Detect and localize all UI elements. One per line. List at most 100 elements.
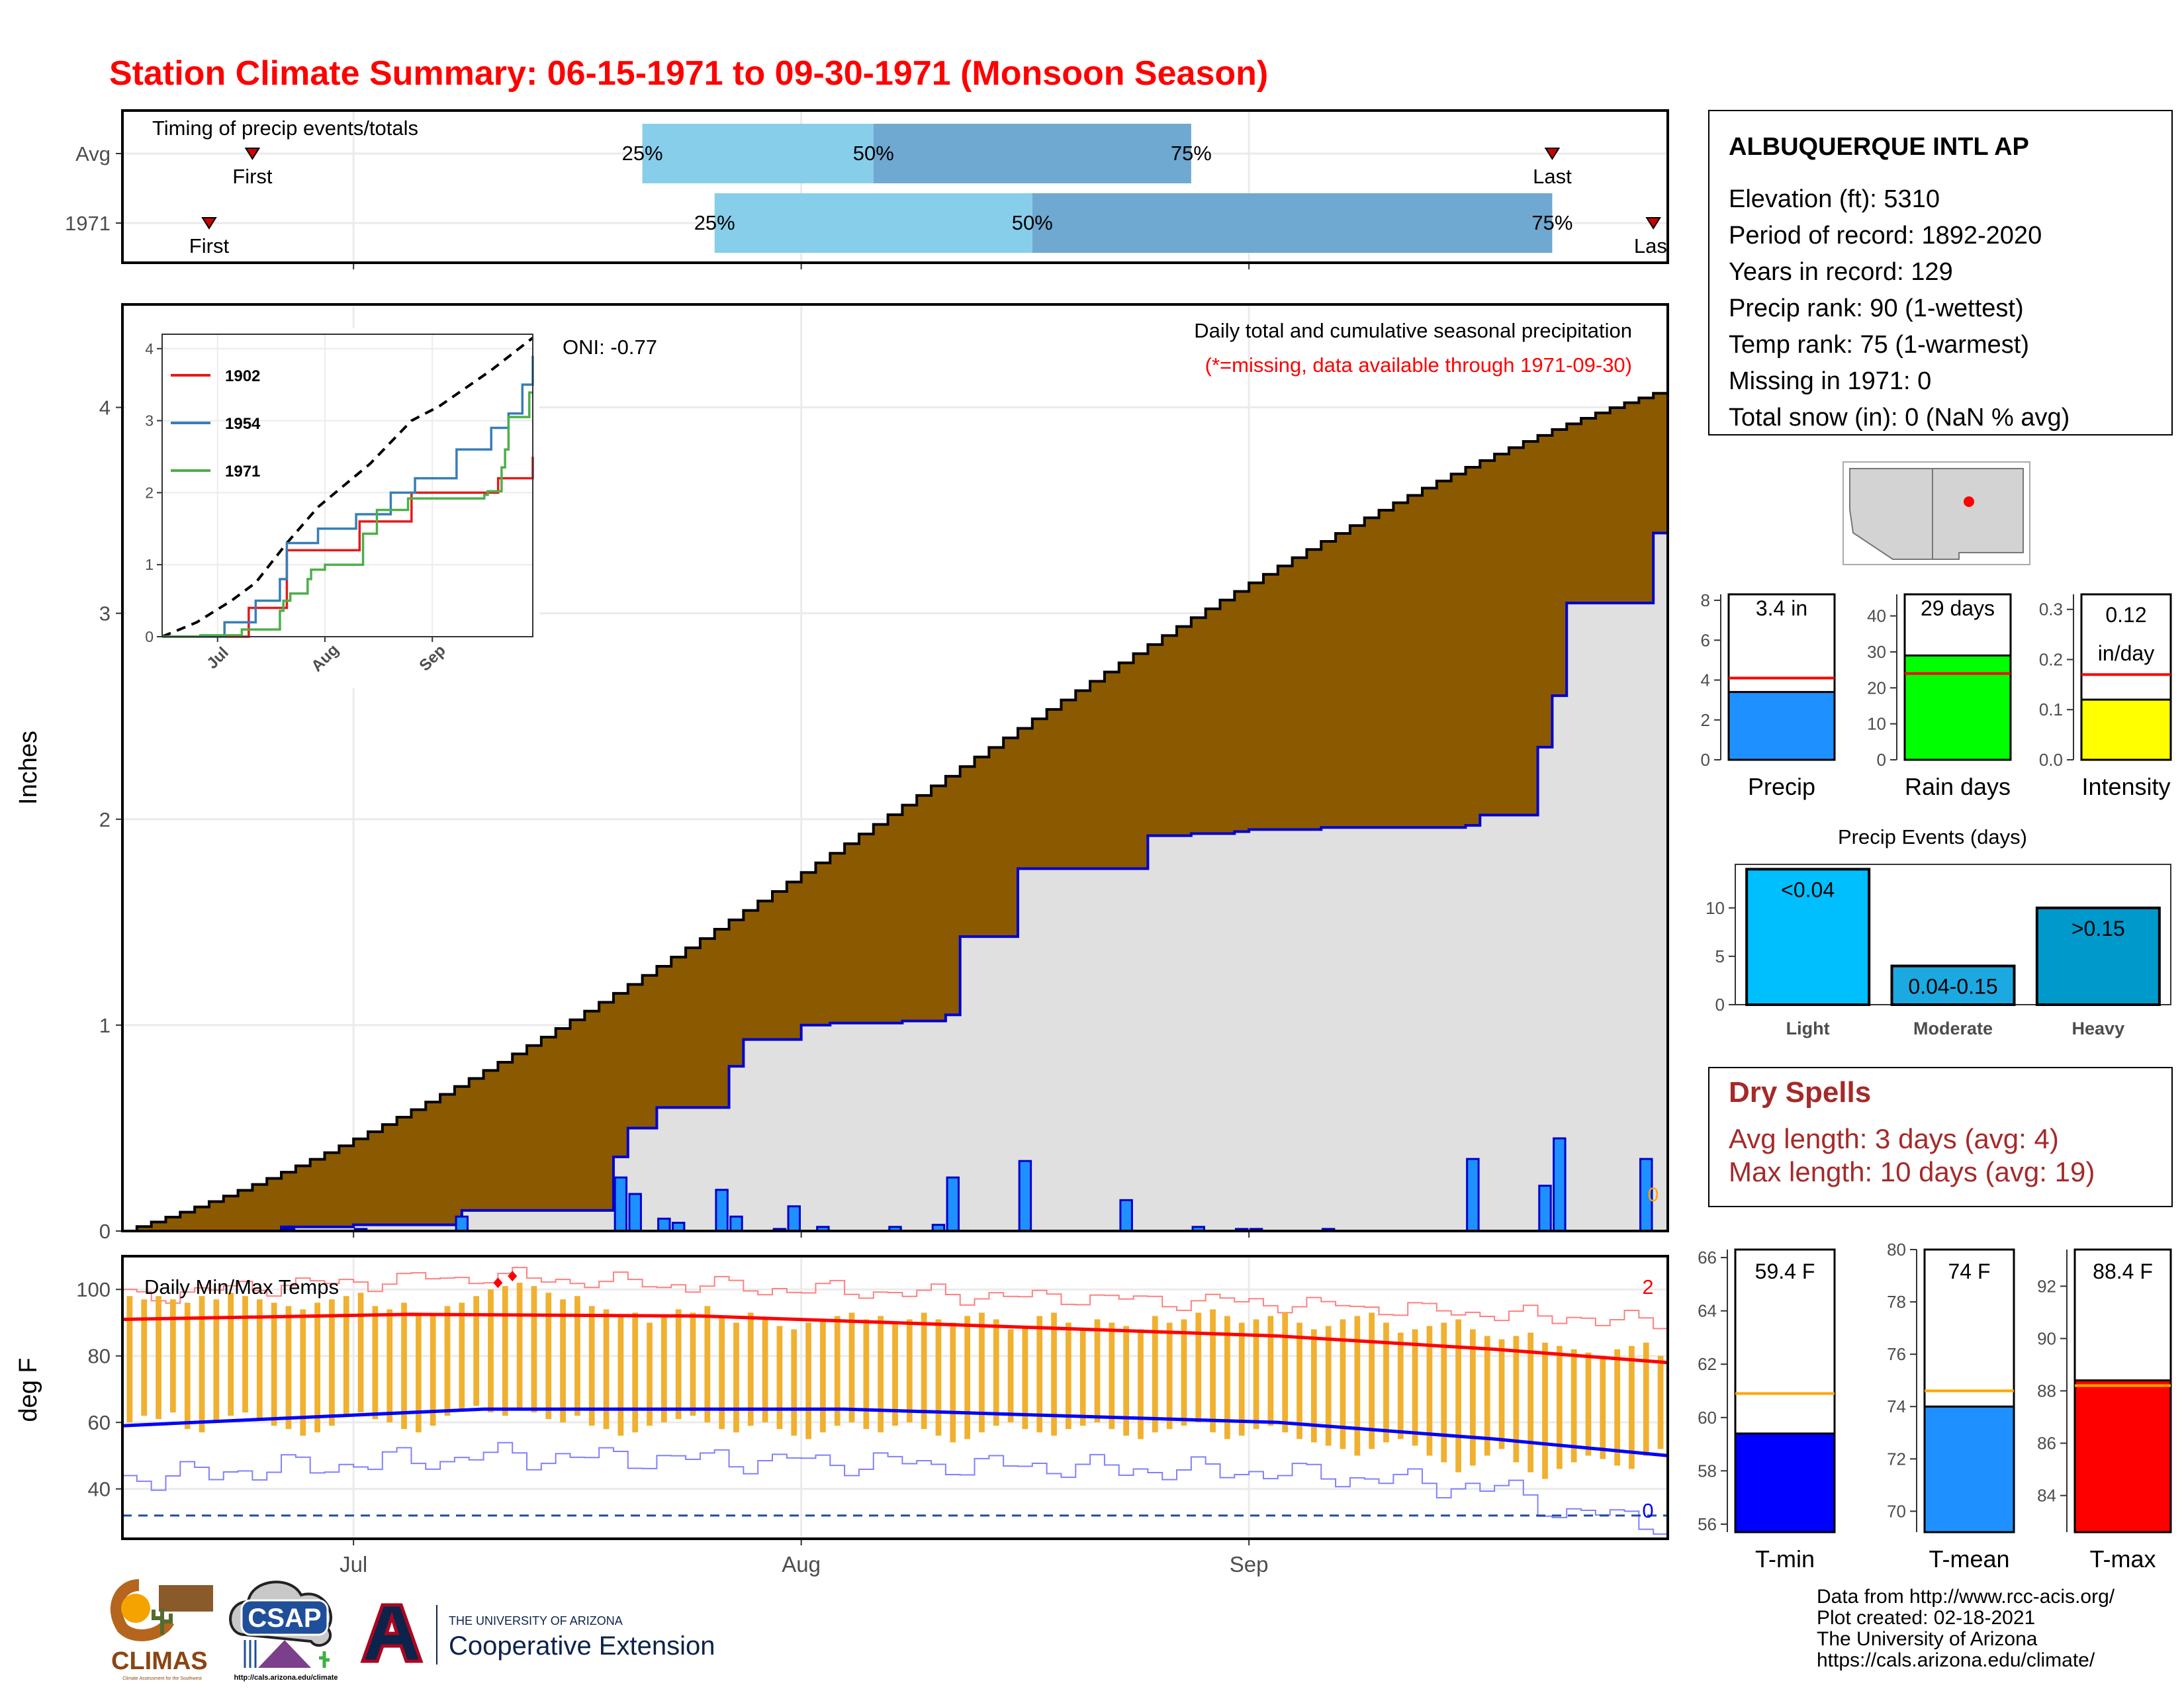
cumulative-observed-line xyxy=(122,531,1668,1232)
mini-category-label: Precip xyxy=(1748,773,1815,800)
mini-y-tick-label: 0.2 xyxy=(2039,649,2063,669)
daily-temp-range-bar xyxy=(1181,1319,1187,1426)
daily-temp-range-bar xyxy=(834,1316,841,1426)
precip-event-category-heavy: Heavy xyxy=(2072,1019,2125,1038)
precip-y-tick-label: 4 xyxy=(99,396,111,420)
timing-title: Timing of precip events/totals xyxy=(152,116,418,140)
precip-event-bar-heavy xyxy=(2035,906,2161,1006)
daily-temp-range-bar xyxy=(1484,1336,1490,1456)
daily-temp-range-bar xyxy=(1123,1326,1130,1436)
inset-y-tick-label: 2 xyxy=(145,484,154,501)
daily-temp-range-bar xyxy=(357,1293,364,1413)
mini-y-tick-label: 60 xyxy=(1698,1408,1717,1428)
daily-temp-range-bar xyxy=(660,1316,667,1423)
footer-university: The University of Arizona xyxy=(1817,1628,2038,1650)
temp-y-tick-label: 40 xyxy=(88,1478,111,1501)
temp-summary-charts: 56 58 60 62 64 66 59.4 F T-min 70 72 74 76 78 80 74 F T… xyxy=(1698,1240,2172,1573)
daily-temp-range-bar xyxy=(184,1303,191,1430)
ua-cooperative-extension-logo: THE UNIVERSITY OF ARIZONA Cooperative Ex… xyxy=(360,1603,715,1665)
precip-y-tick-label: 0 xyxy=(99,1220,111,1243)
ua-logo-top-text: THE UNIVERSITY OF ARIZONA xyxy=(449,1614,623,1627)
mini-value-label: 0.12 xyxy=(2105,603,2146,627)
new-mexico-shape xyxy=(1932,468,2024,560)
daily-temp-range-bar xyxy=(574,1296,580,1416)
station-name: ALBUQUERQUE INTL AP xyxy=(1729,133,2029,161)
precip-events-y-tick-label: 5 xyxy=(1715,946,1725,966)
mini-y-tick-label: 8 xyxy=(1701,590,1710,610)
station-snow: Total snow (in): 0 (NaN % avg) xyxy=(1729,404,2070,432)
daily-temp-range-bar xyxy=(343,1296,349,1416)
daily-precip-bar xyxy=(628,1193,642,1232)
csap-mountain-icon xyxy=(258,1640,311,1668)
footer-data-source: Data from http://www.rcc-acis.org/ xyxy=(1817,1586,2115,1608)
csap-rain-icon xyxy=(244,1640,257,1668)
mini-y-tick-label: 10 xyxy=(1867,714,1886,734)
precip-event-bar-label-light: <0.04 xyxy=(1781,878,1835,901)
daily-temp-range-bar xyxy=(1369,1312,1375,1449)
mini-value-label: 74 F xyxy=(1948,1259,1990,1283)
inset-average-line xyxy=(161,336,534,638)
daily-temp-range-bar xyxy=(1585,1352,1592,1456)
ua-logo-bottom-text: Cooperative Extension xyxy=(449,1631,715,1661)
footer-plot-created: Plot created: 02-18-2021 xyxy=(1817,1607,2035,1629)
record-min-line xyxy=(122,1441,1668,1535)
mini-y-tick-label: 74 xyxy=(1887,1396,1906,1416)
dry-spells-frame xyxy=(1708,1067,2173,1207)
mini-y-tick-label: 56 xyxy=(1698,1514,1717,1534)
station-years: Years in record: 129 xyxy=(1729,258,1953,286)
inset-y-tick-label: 1 xyxy=(145,556,154,573)
timing-row-label: Avg xyxy=(75,142,111,165)
temp-y-tick-label: 60 xyxy=(88,1411,111,1434)
daily-temp-range-bar xyxy=(459,1303,465,1410)
timing-first-label: First xyxy=(189,234,230,257)
mini-y-tick-label: 0 xyxy=(1877,750,1886,770)
mini-category-label: T-min xyxy=(1755,1545,1815,1573)
daily-temp-range-bar xyxy=(878,1316,884,1433)
daily-temp-range-bar xyxy=(690,1312,696,1416)
daily-temp-range-bar xyxy=(430,1316,436,1426)
precip-event-bar-moderate xyxy=(1890,964,2016,1006)
daily-temp-range-bar xyxy=(1383,1322,1389,1443)
daily-temp-range-bar xyxy=(1570,1349,1577,1463)
dry-spells-avg: Avg length: 3 days (avg: 4) xyxy=(1729,1123,2059,1154)
timing-panel-border xyxy=(121,109,1669,264)
daily-temp-range-bar xyxy=(531,1286,537,1413)
climas-logo-text: CLIMAS xyxy=(111,1647,208,1675)
daily-temp-range-bar xyxy=(647,1322,653,1426)
timing-last-marker-icon xyxy=(1645,217,1661,230)
daily-temp-range-bar xyxy=(516,1283,523,1410)
mini-value-label: 88.4 F xyxy=(2093,1259,2153,1283)
daily-temp-range-bar xyxy=(170,1299,176,1413)
precip-y-tick-label: 3 xyxy=(99,602,111,625)
daily-temp-range-bar xyxy=(199,1296,205,1433)
record-hit-marker-icon xyxy=(493,1277,503,1289)
daily-temp-range-bar xyxy=(1051,1312,1057,1436)
mini-category-label: Rain days xyxy=(1905,773,2011,800)
station-missing: Missing in 1971: 0 xyxy=(1729,367,1931,395)
mini-y-tick-label: 66 xyxy=(1698,1248,1717,1267)
mini-y-tick-label: 20 xyxy=(1867,678,1886,698)
mini-y-tick-label: 86 xyxy=(2037,1434,2056,1453)
ua-a-logo-icon xyxy=(360,1603,424,1663)
station-box-frame xyxy=(1708,110,2173,435)
dry-spells-max: Max length: 10 days (avg: 19) xyxy=(1729,1156,2095,1187)
inset-panel-border xyxy=(161,334,533,637)
daily-temp-range-bar xyxy=(1657,1355,1664,1449)
station-info-box: ALBUQUERQUE INTL AP Elevation (ft): 5310… xyxy=(1708,110,2173,435)
daily-temp-range-bar xyxy=(950,1322,956,1443)
daily-temp-range-bar xyxy=(1455,1319,1461,1473)
average-min-temp-line xyxy=(122,1407,1668,1457)
daily-temp-range-bar xyxy=(1282,1312,1289,1433)
daily-precip-bar xyxy=(1018,1160,1032,1232)
daily-temp-range-bar xyxy=(588,1306,595,1426)
daily-temp-range-bar xyxy=(1426,1326,1433,1456)
inset-legend-label-1971: 1971 xyxy=(225,463,260,480)
timing-bar-50-75 xyxy=(1032,193,1553,253)
mini-y-tick-label: 64 xyxy=(1698,1301,1717,1321)
daily-temp-range-bar xyxy=(285,1306,292,1430)
daily-temp-range-bar xyxy=(791,1329,797,1436)
timing-first-marker-icon xyxy=(201,217,217,230)
precip-event-bar-label-heavy: >0.15 xyxy=(2071,917,2125,940)
daily-temp-range-bar xyxy=(1513,1336,1520,1463)
